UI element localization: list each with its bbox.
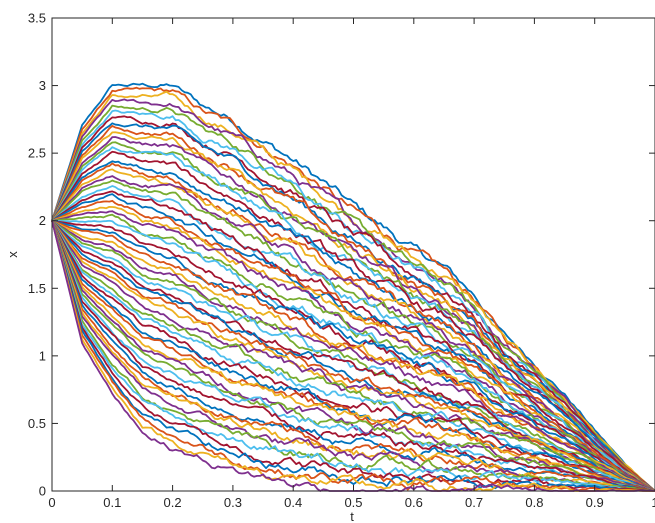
series-line	[51, 220, 655, 492]
series-line	[51, 185, 655, 492]
series-line	[51, 220, 655, 492]
series-layer	[51, 82, 655, 492]
series-line	[51, 220, 655, 492]
series-line	[51, 219, 655, 492]
y-tick-label: 2	[39, 213, 46, 228]
x-tick-label: 0.6	[405, 495, 423, 510]
series-line	[51, 220, 655, 492]
x-tick-label: 0	[48, 495, 55, 510]
series-line	[51, 219, 655, 492]
series-line	[51, 219, 655, 492]
x-tick-label: 1	[651, 495, 655, 510]
y-tick-label: 0	[39, 484, 46, 499]
series-line	[51, 220, 655, 492]
series-line	[51, 82, 655, 492]
series-line	[51, 220, 655, 492]
series-line	[51, 199, 655, 492]
y-tick-label: 3	[39, 78, 46, 93]
series-line	[51, 220, 655, 492]
axes: 0 0.1 0.2 0.3 0.4 0.5 0.6 0.7 0.8 0.9 1 0 0.5 1 1.5 2 2.…	[28, 11, 655, 510]
y-tick-label: 1	[39, 348, 46, 363]
y-tick-label: 2.5	[28, 146, 46, 161]
series-line	[51, 220, 655, 492]
y-tick-label: 3.5	[28, 11, 46, 26]
series-line	[51, 219, 655, 492]
series-line	[51, 190, 655, 492]
x-tick-label: 0.3	[224, 495, 242, 510]
series-line	[51, 86, 655, 492]
series-line	[51, 220, 655, 492]
series-line	[51, 136, 655, 492]
series-line	[51, 205, 655, 492]
x-tick-label: 0.1	[103, 495, 121, 510]
series-line	[51, 220, 655, 492]
y-axis-label: x	[5, 251, 20, 258]
series-line	[51, 220, 655, 492]
x-tick-label: 0.4	[284, 495, 302, 510]
x-tick-label: 0.8	[525, 495, 543, 510]
x-tick-label: 0.9	[586, 495, 604, 510]
series-line	[51, 213, 655, 492]
x-tick-label: 0.2	[164, 495, 182, 510]
series-line	[51, 220, 655, 492]
series-line	[51, 131, 655, 492]
series-line	[51, 104, 655, 492]
x-tick-label: 0.7	[465, 495, 483, 510]
series-line	[51, 220, 655, 492]
series-line	[51, 220, 655, 492]
y-tick-label: 1.5	[28, 281, 46, 296]
series-line	[51, 220, 655, 492]
series-line	[51, 160, 655, 492]
series-line	[51, 98, 655, 492]
x-axis-label: t	[350, 509, 354, 523]
y-tick-label: 0.5	[28, 416, 46, 431]
series-line	[51, 115, 655, 492]
series-line	[51, 219, 655, 492]
x-tick-label: 0.5	[344, 495, 362, 510]
